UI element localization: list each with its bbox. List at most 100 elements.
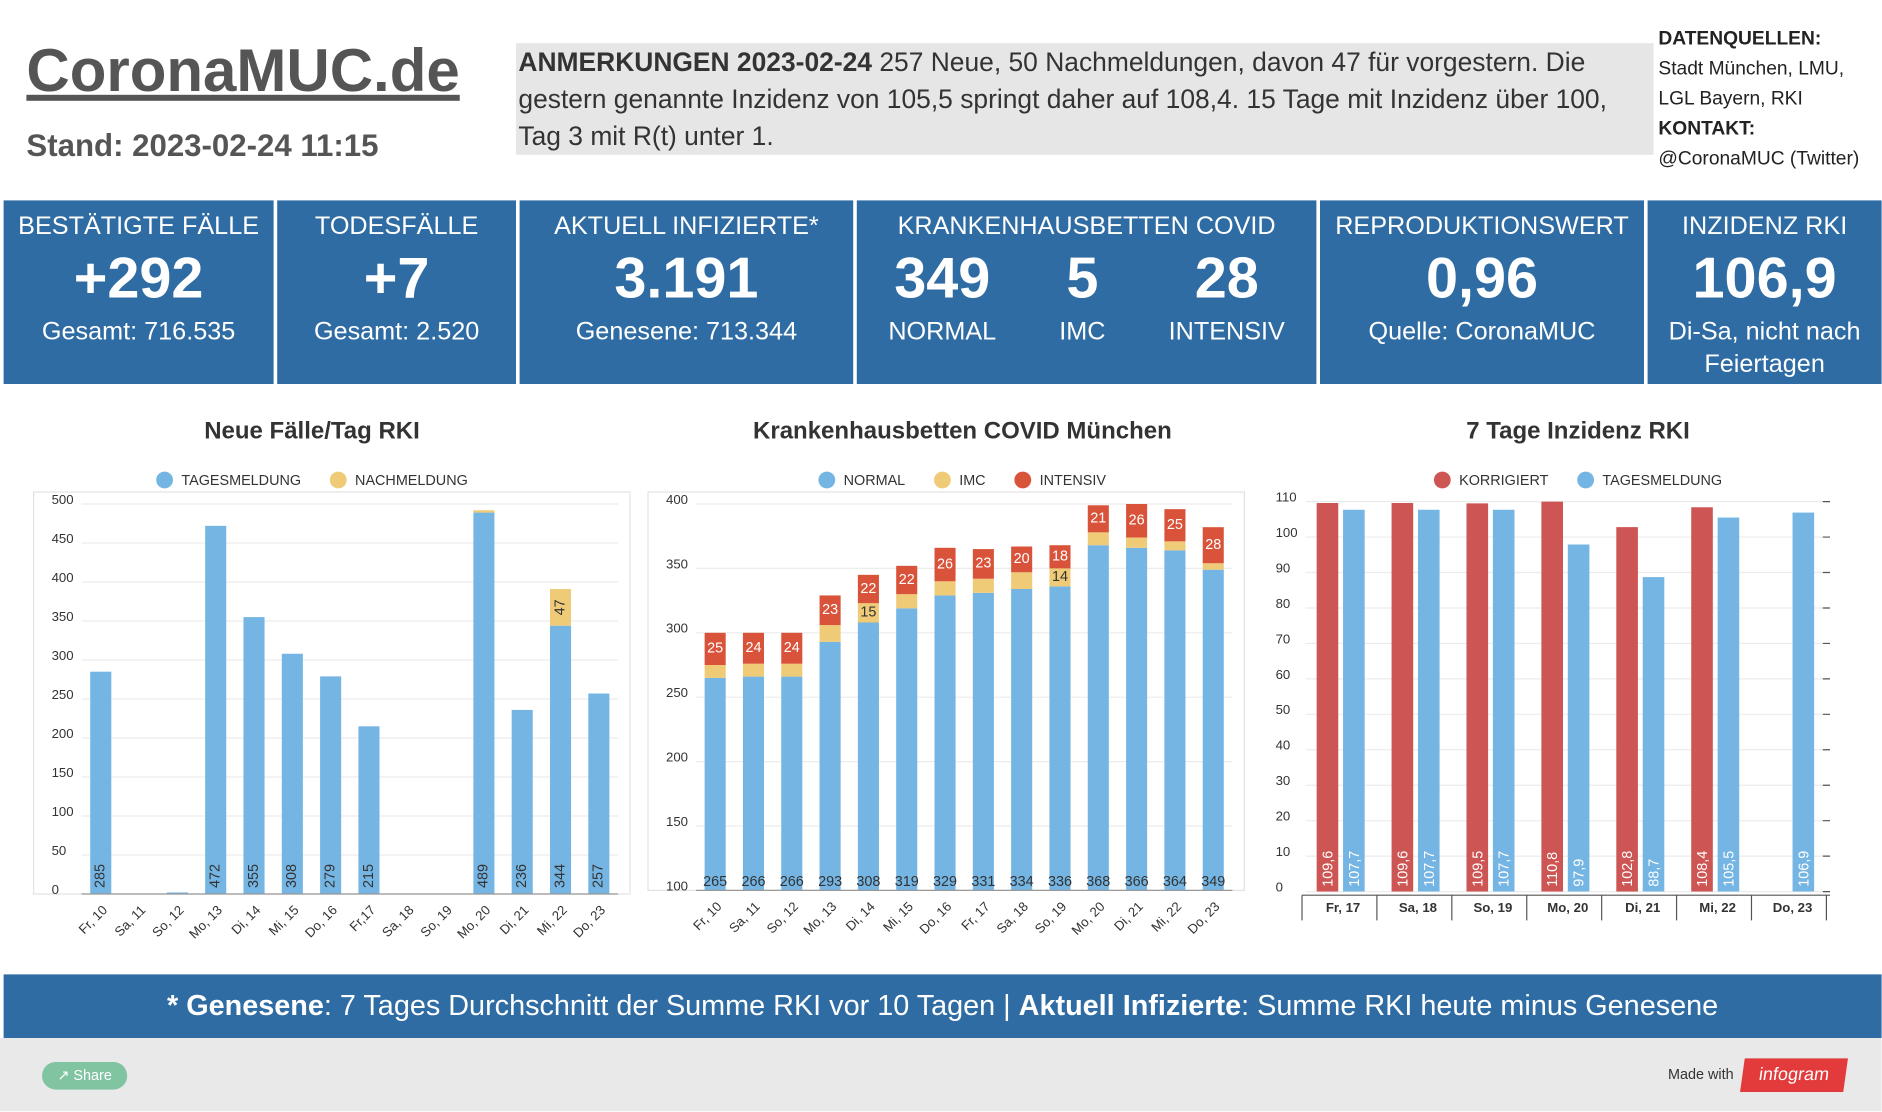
bar-segment	[896, 565, 918, 595]
legend-label: TAGESMELDUNG	[1602, 473, 1722, 489]
data-label: 266	[741, 874, 765, 890]
data-label: 106,9	[1796, 851, 1812, 887]
bar-segment	[934, 581, 956, 596]
share-button[interactable]: ↗ Share	[42, 1062, 128, 1090]
data-labels: 109,6 107,7 109,6 107,7 109,5 107,7 110,8 97,9 1…	[1320, 851, 1812, 887]
made-with: Made with	[1668, 1065, 1734, 1083]
data-label: 88,7	[1647, 859, 1663, 887]
x-tick-label: Di, 21	[1625, 900, 1660, 915]
x-tick-label: Do, 23	[570, 902, 608, 940]
notes-text: 257 Neue, 50 Nachmeldungen, davon 47 für…	[518, 46, 1607, 152]
x-tick-label: Mo, 13	[800, 899, 839, 938]
kpi-title: AKTUELL INFIZIERTE*	[554, 212, 819, 241]
bar-segment	[1087, 505, 1109, 533]
bar-segment	[166, 892, 188, 895]
bar-segment	[857, 574, 879, 604]
bar-segment	[320, 676, 342, 895]
bar-segment	[1164, 509, 1186, 542]
x-tick-label: Di, 21	[497, 902, 532, 937]
x-tick-label: Mi, 22	[1699, 900, 1736, 915]
data-labels: 265 25 266 24 266 24 293 23 308 15 22 319 22 329 26 331…	[703, 511, 1225, 890]
data-label: 331	[971, 874, 995, 890]
legend-label: NACHMELDUNG	[355, 473, 468, 489]
bar-segment	[473, 510, 495, 513]
bar-segment	[1049, 568, 1071, 587]
data-label: 366	[1125, 874, 1149, 890]
bar-segment	[742, 676, 765, 891]
legend: TAGESMELDUNG NACHMELDUNG	[156, 471, 468, 489]
data-label: 257	[591, 864, 607, 888]
bar-segment	[1202, 527, 1224, 564]
legend-label: NORMAL	[844, 473, 906, 489]
bar-segment	[781, 632, 803, 664]
kpi-sub: Gesamt: 2.520	[313, 318, 480, 346]
data-label: 28	[1205, 537, 1221, 553]
bar	[1541, 501, 1564, 892]
kpi-sub: Genesene: 713.344	[575, 318, 798, 346]
kpi-title: TODESFÄLLE	[314, 212, 479, 241]
x-tick-label: Mo, 20	[1547, 900, 1588, 915]
y-tick-label: 400	[52, 570, 74, 585]
kpi-sub: INTENSIV	[1168, 318, 1285, 346]
bars	[704, 504, 1224, 891]
data-label: 308	[284, 864, 300, 888]
kpi-value: 349	[894, 247, 991, 311]
kpi-title: BESTÄTIGTE FÄLLE	[18, 212, 260, 241]
bar-segment	[781, 663, 803, 677]
data-label: 26	[937, 556, 953, 572]
data-label: 266	[780, 874, 804, 890]
y-tick-label: 300	[52, 648, 74, 663]
bar-segment	[549, 589, 572, 626]
bar-segment	[1202, 563, 1224, 570]
y-tick-label: 350	[666, 556, 688, 571]
kpi-box: KRANKENHAUSBETTEN COVID 349 NORMAL 5 IMC 2…	[856, 200, 1317, 384]
kpi-title: REPRODUKTIONSWERT	[1335, 212, 1629, 241]
data-label: 109,6	[1395, 851, 1411, 887]
bar-segment	[704, 632, 726, 665]
site-title[interactable]: CoronaMUC.de	[26, 37, 460, 105]
data-label: 108,4	[1695, 851, 1711, 887]
bar-segment	[742, 632, 765, 664]
share-label[interactable]: Share	[73, 1066, 112, 1084]
bar-segment	[781, 676, 803, 891]
bar-segment	[857, 603, 879, 623]
footer-note: * Genesene: 7 Tages Durchschnitt der Sum…	[3, 974, 1882, 1038]
data-label: 336	[1048, 874, 1072, 890]
bar-segment	[549, 625, 572, 895]
kpi-box: BESTÄTIGTE FÄLLE +292 Gesamt: 716.535	[3, 200, 274, 384]
y-tick-label: 0	[52, 882, 59, 897]
bar	[1316, 503, 1339, 892]
data-label: 109,6	[1320, 851, 1336, 887]
bar-segment	[473, 512, 495, 895]
data-label: 26	[1129, 513, 1145, 529]
bar-segment	[281, 653, 303, 895]
bar-segment	[588, 693, 610, 895]
kpi-value: 5	[1066, 247, 1099, 311]
x-tick-label: Fr,17	[346, 902, 378, 934]
data-label: 215	[361, 864, 377, 888]
kpi-value: +7	[363, 247, 430, 311]
infogram-logo[interactable]: infogram	[1740, 1058, 1848, 1092]
x-tick-label: Do, 23	[1185, 899, 1223, 937]
y-tick-label: 10	[1276, 844, 1291, 859]
bar	[1717, 517, 1740, 892]
data-label: 102,8	[1620, 851, 1636, 887]
legend-marker	[1577, 471, 1595, 489]
kpi-sub: NORMAL	[888, 318, 997, 346]
notes: ANMERKUNGEN 2023-02-24 257 Neue, 50 Nach…	[516, 43, 1654, 155]
bars	[90, 510, 610, 895]
data-label: 355	[246, 864, 262, 888]
data-label: 23	[822, 602, 838, 618]
y-tick-label: 150	[52, 765, 74, 780]
kpi-title: KRANKENHAUSBETTEN COVID	[897, 212, 1276, 241]
bar	[1492, 509, 1515, 892]
bar	[1343, 509, 1365, 892]
bar-segment	[511, 709, 533, 895]
data-label: 308	[856, 874, 880, 890]
chart-title: Neue Fälle/Tag RKI	[204, 417, 420, 444]
bar-segment	[934, 547, 956, 582]
kpi-box: TODESFÄLLE +7 Gesamt: 2.520	[277, 200, 516, 384]
bar-segment	[1049, 586, 1071, 891]
legend: NORMAL IMC INTENSIV	[818, 471, 1106, 489]
bar	[1391, 503, 1414, 892]
